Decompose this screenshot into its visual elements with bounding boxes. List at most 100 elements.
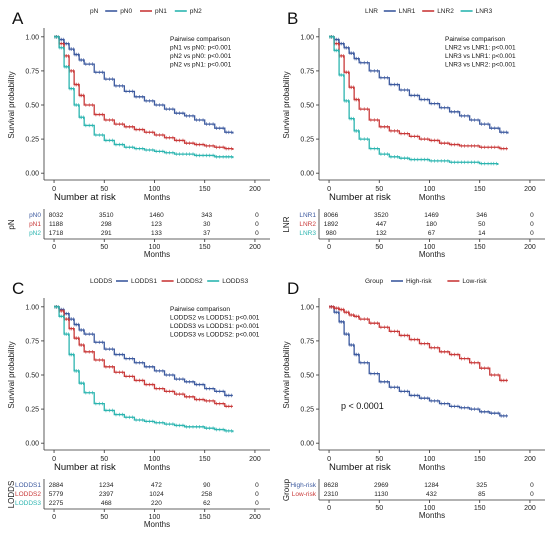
x-tick-label: 200 [524,456,536,463]
panel-b: B LNR LNR1 LNR2 LNR3 0.00 0.25 0.50 0.75 1.00 0 50 1… [275,0,550,270]
legend-label-lnr1: LNR1 [399,8,416,15]
annotation-line: Pairwise comparison [170,306,230,313]
risk-count: 220 [151,500,162,507]
risk-count: 133 [151,230,162,237]
risk-x-axis-title: Months [419,511,445,520]
y-axis-title: Survival probability [282,71,291,138]
legend-label-low-risk: Low-risk [462,278,487,285]
risk-x-axis-title: Months [144,250,170,259]
risk-count: 0 [530,221,534,228]
panel-label-b: B [287,9,298,28]
risk-count: 1188 [49,221,63,228]
legend-title: LODDS [90,278,113,285]
risk-count: 346 [476,212,487,219]
risk-count: 0 [255,500,259,507]
y-tick-label: 0.25 [25,407,39,414]
risk-row-label: LNR3 [299,230,316,237]
y-tick-label: 0.25 [25,137,39,144]
legend-title: pN [90,8,99,15]
risk-x-tick-label: 100 [424,244,436,251]
risk-y-axis-title: Group [282,478,291,501]
y-tick-label: 0.75 [25,68,39,75]
legend-label-lodds3: LODDS3 [222,278,248,285]
y-tick-label: 0.75 [300,68,314,75]
legend-b: LNR LNR1 LNR2 LNR3 [365,8,493,15]
x-tick-label: 100 [149,186,161,193]
risk-count: 1718 [49,230,64,237]
risk-count: 50 [478,221,486,228]
x-tick-label: 0 [52,456,56,463]
risk-row-label: pN1 [29,221,41,228]
risk-count: 1130 [374,491,388,498]
risk-count: 432 [426,491,437,498]
risk-count: 1469 [424,212,439,219]
risk-x-tick-label: 200 [249,514,261,521]
risk-count: 0 [255,482,259,489]
risk-count: 180 [426,221,437,228]
risk-count: 85 [478,491,486,498]
risk-row-label: Low-risk [292,491,317,498]
risk-count: 1234 [99,482,114,489]
risk-x-tick-label: 150 [474,244,486,251]
y-axis-title: Survival probability [282,341,291,408]
x-tick-label: 100 [149,456,161,463]
legend-label-lnr2: LNR2 [437,8,454,15]
y-tick-label: 0.00 [25,441,39,448]
y-tick-label: 1.00 [25,34,39,41]
risk-count: 2397 [99,491,114,498]
risk-x-tick-label: 200 [524,505,536,512]
risk-count: 8066 [324,212,339,219]
risk-x-tick-label: 100 [149,514,161,521]
risk-count: 67 [428,230,436,237]
legend-d: Group High-risk Low-risk [365,278,487,285]
legend-a: pN pN0 pN1 pN2 [90,8,202,15]
y-tick-label: 0.50 [25,103,39,110]
x-tick-label: 150 [474,456,486,463]
risk-y-axis-title: pN [7,219,16,229]
risk-x-tick-label: 100 [149,244,161,251]
x-tick-label: 150 [199,186,211,193]
y-tick-label: 0.25 [300,407,314,414]
risk-count: 2275 [49,500,64,507]
x-axis-title: Months [419,463,445,472]
curve-low-risk [329,306,508,382]
risk-row-label: pN0 [29,212,41,219]
risk-row-label: LODDS3 [15,500,41,507]
risk-count: 472 [151,482,162,489]
y-tick-label: 1.00 [300,304,314,311]
x-tick-label: 100 [424,456,436,463]
risk-count: 1460 [149,212,164,219]
risk-x-tick-label: 0 [327,505,331,512]
risk-count: 30 [203,221,211,228]
panel-c: C LODDS LODDS1 LODDS2 LODDS3 0.00 0.25 0.50 0.75… [0,270,275,540]
risk-count: 90 [203,482,211,489]
curve-pn1 [54,36,234,150]
y-tick-label: 0.00 [300,171,314,178]
annotation-line: LNR3 vs LNR1: p<0.001 [445,53,516,60]
x-tick-label: 150 [474,186,486,193]
risk-count: 2884 [49,482,64,489]
risk-table-title: Number at risk [329,462,391,473]
risk-x-tick-label: 50 [100,514,108,521]
km-chart-d: D Group High-risk Low-risk0.000.250.500.751… [282,278,545,520]
risk-count: 3520 [374,212,389,219]
risk-row-label: LODDS2 [15,491,41,498]
annotation-line: pN2 vs pN0: p<0.001 [170,53,232,60]
risk-count: 2969 [374,482,389,489]
legend-title: LNR [365,8,378,15]
censor-marks-lodds3 [54,305,232,433]
risk-count: 447 [376,221,387,228]
legend-label-pn2: pN2 [190,8,202,15]
risk-count: 291 [101,230,112,237]
risk-row-label: pN2 [29,230,41,237]
risk-x-tick-label: 50 [100,244,108,251]
panel-label-c: C [12,279,24,298]
risk-row-label: LNR1 [299,212,316,219]
risk-count: 258 [201,491,212,498]
risk-table-title: Number at risk [54,192,116,203]
x-tick-label: 0 [327,456,331,463]
x-tick-label: 200 [249,186,261,193]
risk-x-tick-label: 150 [199,244,211,251]
risk-x-tick-label: 150 [474,505,486,512]
